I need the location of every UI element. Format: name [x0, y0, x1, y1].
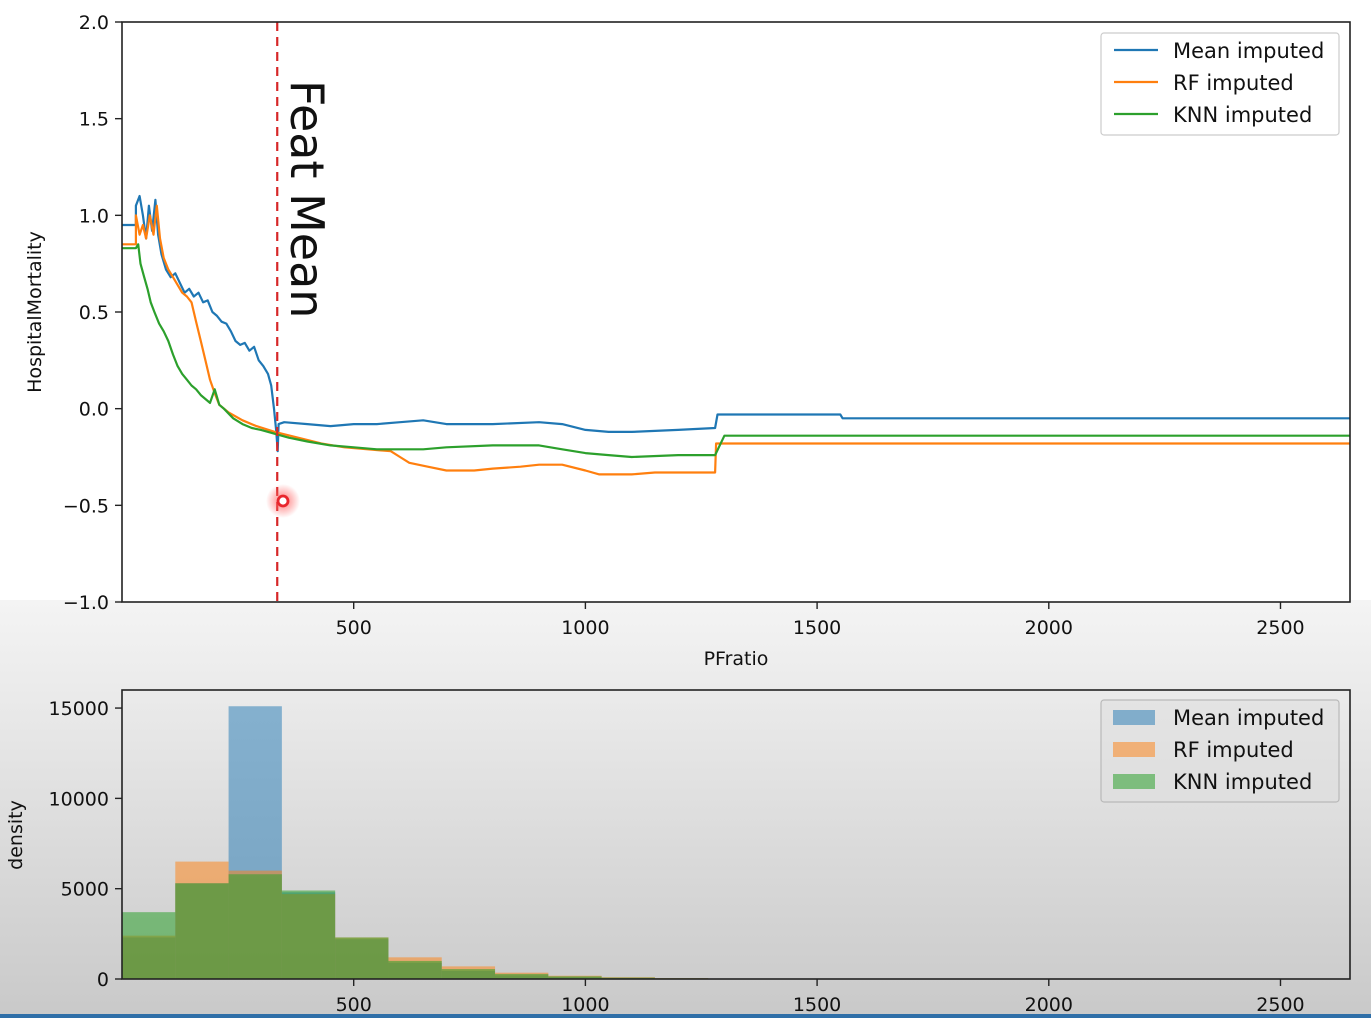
x-tick-label: 1500: [793, 994, 841, 1016]
x-tick-label: 500: [336, 617, 372, 639]
histogram-y-axis-label: density: [5, 800, 27, 870]
x-tick-label: 1000: [561, 994, 609, 1016]
x-tick-label: 2500: [1256, 617, 1304, 639]
line-chart-x-axis-label: PFratio: [704, 648, 769, 670]
line-chart-y-axis: −1.0 −0.5 0.0 0.5 1.0 1.5 2.0: [63, 12, 122, 614]
bottom-accent-strip: [0, 1014, 1371, 1018]
legend-label-rf-hist: RF imputed: [1173, 738, 1294, 762]
line-chart-legend-box: [1100, 32, 1340, 136]
y-tick-label: −0.5: [63, 495, 109, 517]
legend-swatch-mean: [1113, 710, 1155, 725]
x-tick-label: 2000: [1025, 617, 1073, 639]
hist-bar-knn: [335, 937, 389, 979]
histogram-legend: Mean imputed RF imputed KNN imputed: [1100, 699, 1340, 803]
legend-label-knn-hist: KNN imputed: [1173, 770, 1312, 794]
feat-mean-annotation: Feat Mean: [280, 80, 334, 318]
hist-bar-knn: [228, 874, 282, 979]
line-chart-series-group: [122, 194, 1350, 476]
histogram-frame: [121, 689, 1351, 980]
hist-bar-knn: [388, 960, 442, 979]
x-tick-label: 1000: [561, 617, 609, 639]
cursor-dot: [276, 494, 290, 508]
histogram-legend-box: [1100, 699, 1340, 803]
y-tick-label: 1.0: [79, 205, 109, 227]
hist-bar-knn: [175, 883, 229, 979]
y-tick-label: 2.0: [79, 12, 109, 34]
hist-bar-knn: [281, 890, 336, 979]
y-tick-label: 10000: [49, 788, 109, 810]
hist-bar-knn: [548, 976, 602, 979]
legend-label-rf: RF imputed: [1173, 71, 1294, 95]
y-tick-label: 0.5: [79, 302, 109, 324]
histogram-y-axis: 0 5000 10000 15000: [49, 698, 122, 991]
series-line-mean: [122, 194, 1350, 453]
line-chart: Feat Mean −1.0 −0.5 0.0 0.5 1.0 1.5 2.0 500 100…: [24, 12, 1351, 670]
x-tick-label: 2000: [1025, 994, 1073, 1016]
cursor-indicator: [266, 484, 300, 518]
hist-bar-knn: [441, 969, 496, 979]
y-tick-label: 15000: [49, 698, 109, 720]
y-tick-label: 0.0: [79, 399, 109, 421]
histogram-chart: 0 5000 10000 15000 500 1000 1500 2000 2500 dens…: [5, 689, 1351, 1016]
x-tick-label: 500: [336, 994, 372, 1016]
histogram-x-axis: 500 1000 1500 2000 2500: [336, 979, 1305, 1016]
y-tick-label: 5000: [61, 879, 109, 901]
legend-swatch-knn: [1113, 774, 1155, 789]
hist-bar-knn: [495, 973, 549, 979]
line-chart-legend: Mean imputed RF imputed KNN imputed: [1100, 32, 1340, 136]
line-chart-x-axis: 500 1000 1500 2000 2500: [336, 602, 1305, 639]
series-line-rf: [122, 204, 1350, 476]
x-tick-label: 2500: [1256, 994, 1304, 1016]
legend-label-knn: KNN imputed: [1173, 103, 1312, 127]
legend-label-mean: Mean imputed: [1173, 39, 1324, 63]
hist-bar-knn: [122, 912, 176, 979]
x-tick-label: 1500: [793, 617, 841, 639]
legend-swatch-rf: [1113, 742, 1155, 757]
line-chart-y-axis-label: HospitalMortality: [24, 231, 46, 393]
y-tick-label: 0: [97, 969, 109, 991]
series-line-knn: [122, 243, 1350, 459]
legend-label-mean-hist: Mean imputed: [1173, 706, 1324, 730]
histogram-bars-group: [122, 706, 709, 979]
y-tick-label: 1.5: [79, 109, 109, 131]
y-tick-label: −1.0: [63, 592, 109, 614]
